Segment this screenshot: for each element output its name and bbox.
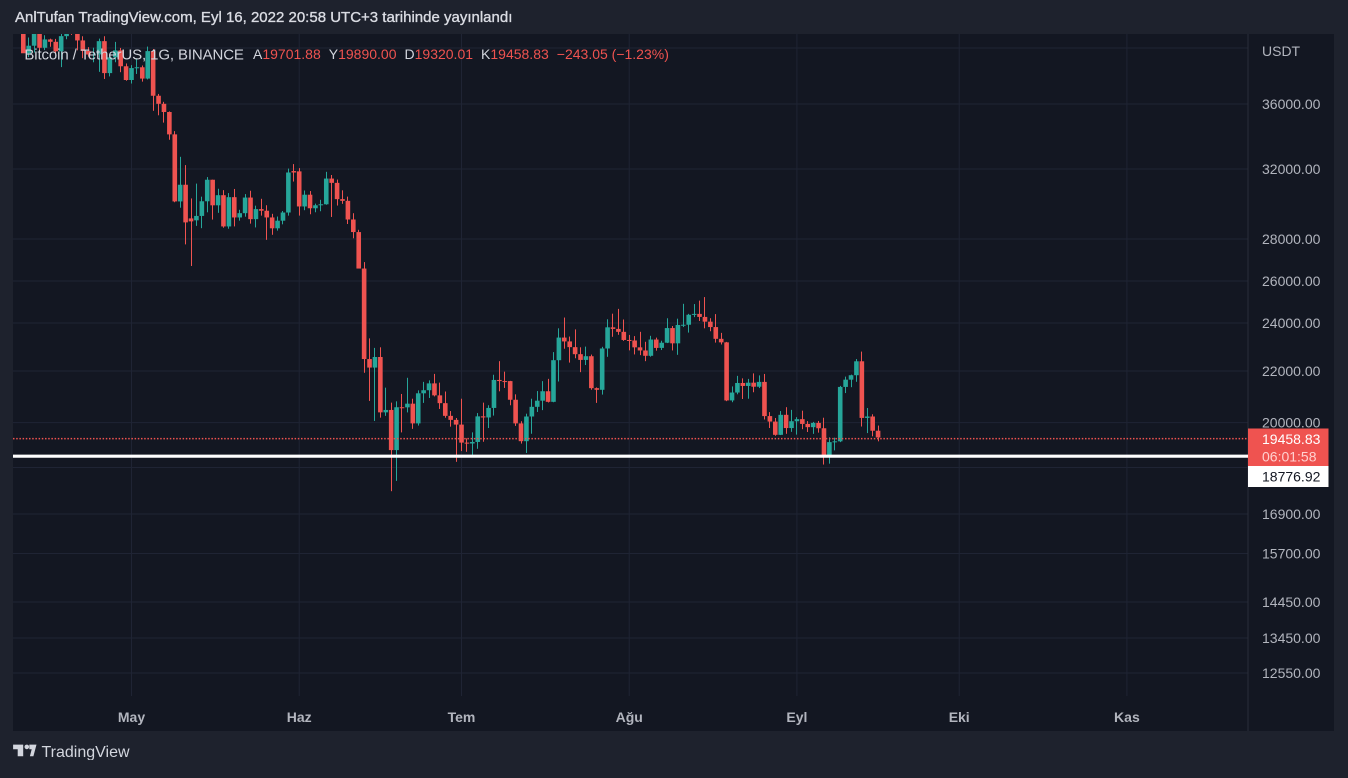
svg-text:Eki: Eki [949, 709, 970, 725]
svg-text:Eyl: Eyl [786, 709, 807, 725]
svg-text:19458.83: 19458.83 [1262, 431, 1321, 447]
svg-text:Bitcoin / TetherUS, 1G, BINANC: Bitcoin / TetherUS, 1G, BINANCE [24, 47, 244, 64]
svg-text:36000.00: 36000.00 [1262, 96, 1321, 112]
svg-text:22000.00: 22000.00 [1262, 363, 1321, 379]
svg-text:16900.00: 16900.00 [1262, 506, 1321, 522]
svg-text:14450.00: 14450.00 [1262, 594, 1321, 610]
svg-text:28000.00: 28000.00 [1262, 231, 1321, 247]
svg-text:20000.00: 20000.00 [1262, 415, 1321, 431]
svg-text:32000.00: 32000.00 [1262, 161, 1321, 177]
svg-text:Kas: Kas [1114, 709, 1140, 725]
svg-text:13450.00: 13450.00 [1262, 630, 1321, 646]
svg-text:Ağu: Ağu [616, 709, 643, 725]
svg-text:TradingView: TradingView [42, 744, 130, 760]
svg-text:26000.00: 26000.00 [1262, 273, 1321, 289]
svg-text:15700.00: 15700.00 [1262, 546, 1321, 562]
svg-text:12550.00: 12550.00 [1262, 665, 1321, 681]
svg-text:24000.00: 24000.00 [1262, 315, 1321, 331]
svg-text:18776.92: 18776.92 [1262, 469, 1321, 485]
svg-text:May: May [118, 709, 145, 725]
svg-text:Haz: Haz [287, 709, 312, 725]
svg-text:Tem: Tem [448, 709, 476, 725]
svg-text:USDT: USDT [1262, 43, 1301, 59]
svg-text:06:01:58: 06:01:58 [1262, 449, 1317, 465]
